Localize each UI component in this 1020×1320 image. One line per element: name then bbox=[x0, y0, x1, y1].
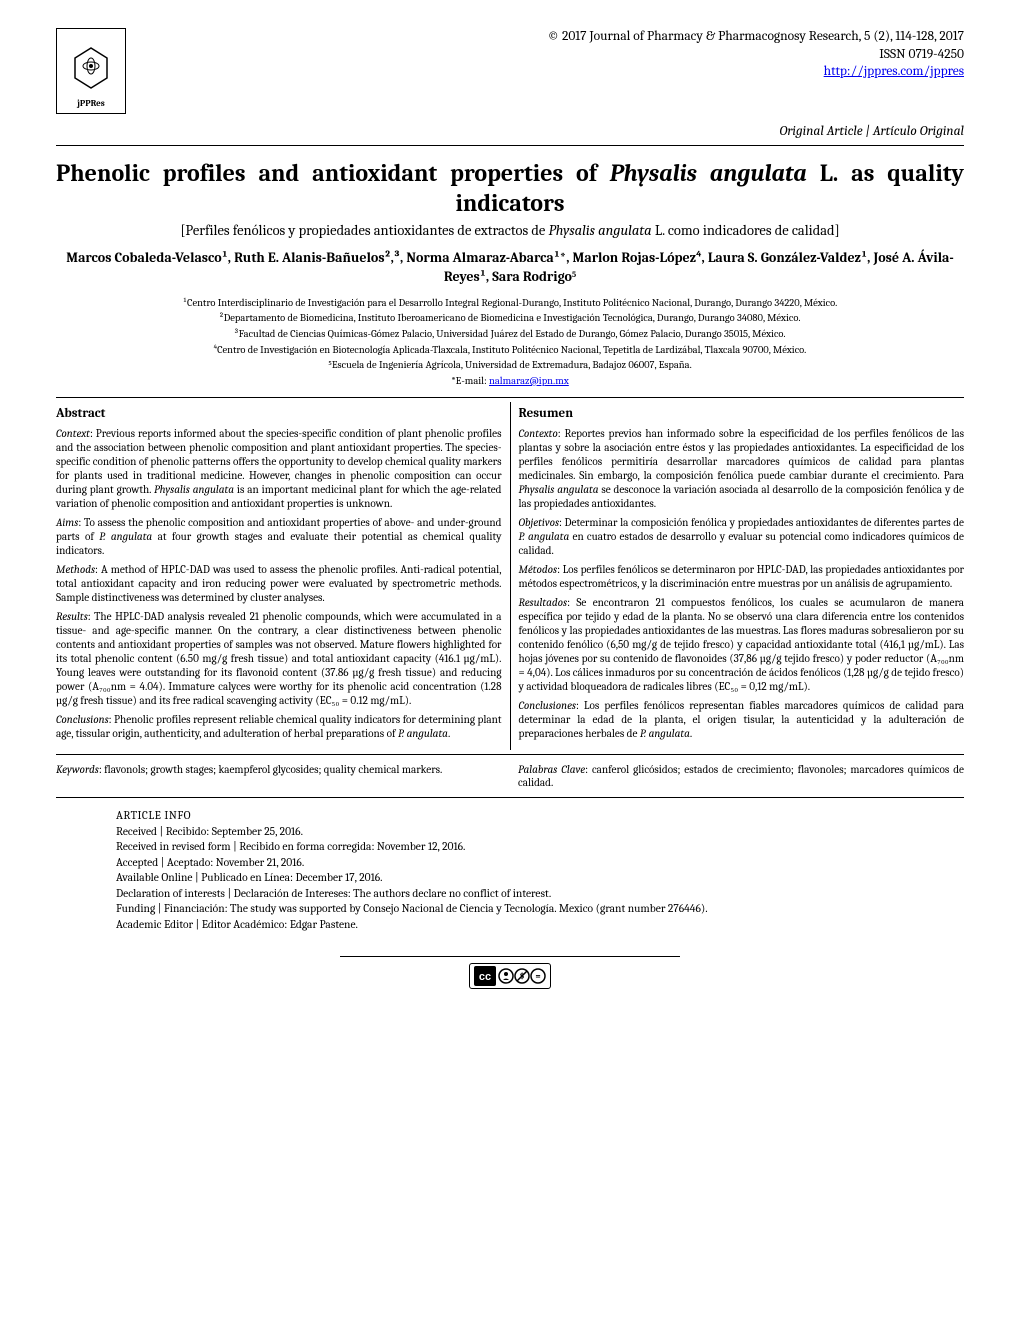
abstract-top-rule bbox=[56, 397, 964, 398]
footer-rule bbox=[340, 956, 680, 957]
article-info-declaration: Declaration of interests | Declaración d… bbox=[116, 886, 964, 902]
article-info-funding: Funding | Financiación: The study was su… bbox=[116, 901, 964, 917]
affiliation: ¹Centro Interdisciplinario de Investigac… bbox=[56, 297, 964, 311]
keywords-row: Keywords: flavonols; growth stages; kaem… bbox=[56, 759, 964, 793]
affiliation: ⁴Centro de Investigación en Biotecnologí… bbox=[56, 344, 964, 358]
abstract-es-heading: Resumen bbox=[519, 406, 965, 421]
email-link[interactable]: nalmaraz@ipn.mx bbox=[489, 375, 569, 387]
cc-license-badge: cc $ = bbox=[469, 963, 551, 989]
cc-license-icon: cc $ = bbox=[474, 966, 546, 986]
abstract-row: Abstract Context: Previous reports infor… bbox=[56, 402, 964, 750]
abstract-es: Resumen Contexto: Reportes previos han i… bbox=[511, 402, 965, 750]
journal-url-link[interactable]: http://jppres.com/jppres bbox=[824, 64, 964, 79]
article-info: ARTICLE INFO Received | Recibido: Septem… bbox=[116, 808, 964, 932]
page-footer: cc $ = bbox=[56, 956, 964, 989]
authors: Marcos Cobaleda-Velasco¹, Ruth E. Alanis… bbox=[56, 249, 964, 287]
journal-issn: ISSN 0719-4250 bbox=[547, 46, 964, 64]
affiliations-block: ¹Centro Interdisciplinario de Investigac… bbox=[56, 297, 964, 373]
journal-copyright: © 2017 Journal of Pharmacy & Pharmacogno… bbox=[547, 28, 964, 46]
article-title: Phenolic profiles and antioxidant proper… bbox=[56, 158, 964, 218]
article-subtitle-es: [Perfiles fenólicos y propiedades antiox… bbox=[56, 222, 964, 239]
article-info-revised: Received in revised form | Recibido en f… bbox=[116, 839, 964, 855]
keywords-bottom-rule bbox=[56, 797, 964, 798]
abstract-en-methods: Methods: A method of HPLC-DAD was used t… bbox=[56, 563, 502, 605]
keywords-top-rule bbox=[56, 754, 964, 755]
article-info-received: Received | Recibido: September 25, 2016. bbox=[116, 824, 964, 840]
abstract-en-results: Results: The HPLC-DAD analysis revealed … bbox=[56, 610, 502, 708]
abstract-en: Abstract Context: Previous reports infor… bbox=[56, 402, 511, 750]
keywords-en: Keywords: flavonols; growth stages; kaem… bbox=[56, 759, 510, 793]
abstract-en-context: Context: Previous reports informed about… bbox=[56, 427, 502, 511]
abstract-en-heading: Abstract bbox=[56, 406, 502, 421]
affiliation: ⁵Escuela de Ingeniería Agrícola, Univers… bbox=[56, 359, 964, 373]
article-info-heading: ARTICLE INFO bbox=[116, 808, 964, 824]
top-rule bbox=[56, 145, 964, 146]
abstract-en-conclusions: Conclusions: Phenolic profiles represent… bbox=[56, 713, 502, 741]
svg-text:cc: cc bbox=[479, 971, 491, 983]
article-info-online: Available Online | Publicado en Línea: D… bbox=[116, 870, 964, 886]
abstract-es-conclusions: Conclusiones: Los perfiles fenólicos rep… bbox=[519, 699, 965, 741]
keywords-es: Palabras Clave: canferol glicósidos; est… bbox=[510, 759, 964, 793]
corresponding-email: *E-mail: nalmaraz@ipn.mx bbox=[56, 375, 964, 387]
affiliation: ²Departamento de Biomedicina, Instituto … bbox=[56, 312, 964, 326]
svg-text:=: = bbox=[535, 972, 540, 982]
abstract-es-aims: Objetivos: Determinar la composición fen… bbox=[519, 516, 965, 558]
article-info-editor: Academic Editor | Editor Académico: Edga… bbox=[116, 917, 964, 933]
affiliation: ³Facultad de Ciencias Químicas-Gómez Pal… bbox=[56, 328, 964, 342]
abstract-es-methods: Métodos: Los perfiles fenólicos se deter… bbox=[519, 563, 965, 591]
abstract-es-results: Resultados: Se encontraron 21 compuestos… bbox=[519, 596, 965, 694]
journal-info: © 2017 Journal of Pharmacy & Pharmacogno… bbox=[547, 28, 964, 81]
article-info-accepted: Accepted | Aceptado: November 21, 2016. bbox=[116, 855, 964, 871]
abstract-es-context: Contexto: Reportes previos han informado… bbox=[519, 427, 965, 511]
page-header: jPPRes © 2017 Journal of Pharmacy & Phar… bbox=[56, 28, 964, 114]
article-type: Original Article | Artículo Original bbox=[56, 124, 964, 139]
logo-label: jPPRes bbox=[77, 99, 105, 109]
logo-hexagon-icon bbox=[71, 46, 111, 96]
abstract-en-aims: Aims: To assess the phenolic composition… bbox=[56, 516, 502, 558]
journal-logo: jPPRes bbox=[56, 28, 126, 114]
